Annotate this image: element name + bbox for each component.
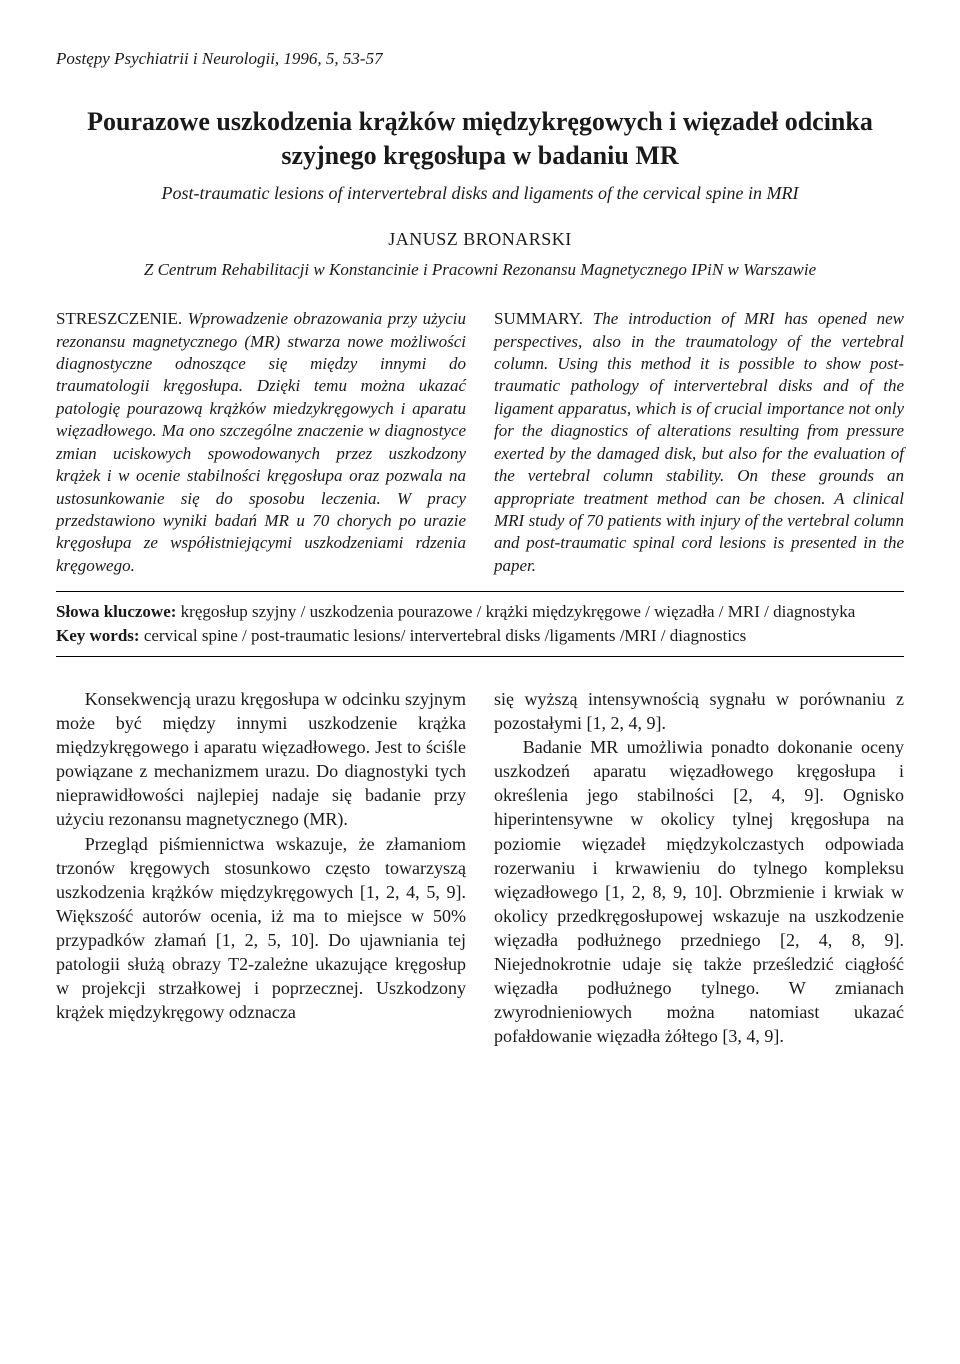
kw-en-label: Key words:	[56, 626, 140, 645]
abstract-english: SUMMARY. The introduction of MRI has ope…	[494, 308, 904, 577]
author-name: JANUSZ BRONARSKI	[56, 227, 904, 251]
abstract-pl-body: Wprowadzenie obrazowania przy użyciu rez…	[56, 309, 466, 575]
abstract-pl-label: STRESZCZENIE.	[56, 309, 182, 328]
body-left-column: Konsekwencją urazu kręgosłupa w odcinku …	[56, 687, 466, 1049]
kw-pl-text: kręgosłup szyjny / uszkodzenia pourazowe…	[176, 602, 855, 621]
divider-top	[56, 591, 904, 592]
abstracts-row: STRESZCZENIE. Wprowadzenie obrazowania p…	[56, 308, 904, 577]
body-left-p1: Konsekwencją urazu kręgosłupa w odcinku …	[56, 687, 466, 832]
kw-pl-label: Słowa kluczowe:	[56, 602, 176, 621]
body-left-p2: Przegląd piśmiennictwa wskazuje, że złam…	[56, 832, 466, 1025]
body-right-column: się wyższą intensywnością sygnału w poró…	[494, 687, 904, 1049]
body-columns: Konsekwencją urazu kręgosłupa w odcinku …	[56, 687, 904, 1049]
abstract-en-label: SUMMARY.	[494, 309, 583, 328]
keywords-english: Key words: cervical spine / post-traumat…	[56, 624, 904, 648]
abstract-en-body: The introduction of MRI has opened new p…	[494, 309, 904, 575]
title-english: Post-traumatic lesions of intervertebral…	[116, 181, 844, 205]
kw-en-text: cervical spine / post-traumatic lesions/…	[140, 626, 747, 645]
body-right-p2: Badanie MR umożliwia ponadto dokonanie o…	[494, 735, 904, 1048]
abstract-polish: STRESZCZENIE. Wprowadzenie obrazowania p…	[56, 308, 466, 577]
body-right-p1: się wyższą intensywnością sygnału w poró…	[494, 687, 904, 735]
keywords-polish: Słowa kluczowe: kręgosłup szyjny / uszko…	[56, 600, 904, 624]
keywords-block: Słowa kluczowe: kręgosłup szyjny / uszko…	[56, 600, 904, 648]
affiliation: Z Centrum Rehabilitacji w Konstancinie i…	[56, 259, 904, 282]
divider-bottom	[56, 656, 904, 657]
title-polish: Pourazowe uszkodzenia krążków międzykręg…	[86, 105, 874, 173]
journal-reference: Postępy Psychiatrii i Neurologii, 1996, …	[56, 48, 904, 71]
